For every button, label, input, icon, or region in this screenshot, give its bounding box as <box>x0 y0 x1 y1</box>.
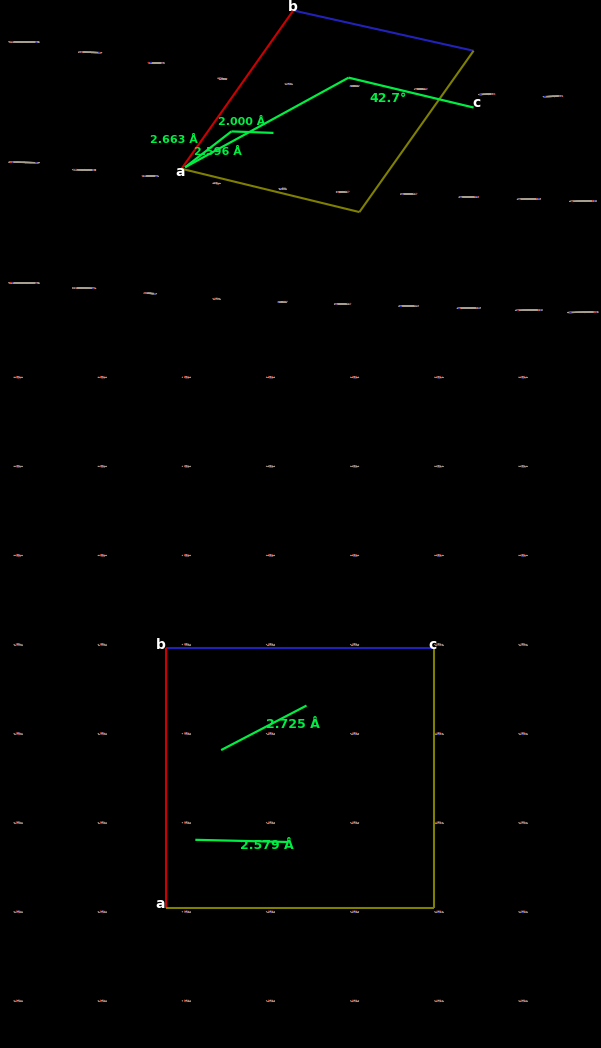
Text: 2.000 Å: 2.000 Å <box>218 116 265 127</box>
Text: 2.725 Å: 2.725 Å <box>266 719 320 732</box>
Text: 42.7°: 42.7° <box>369 92 406 105</box>
Text: b: b <box>288 0 297 14</box>
Text: c: c <box>429 637 437 652</box>
Text: 2.579 Å: 2.579 Å <box>240 839 294 852</box>
Text: b: b <box>156 637 165 652</box>
Text: 2.596 Å: 2.596 Å <box>194 147 242 157</box>
Text: c: c <box>472 96 481 110</box>
Text: a: a <box>175 165 185 179</box>
Text: a: a <box>156 897 165 912</box>
Text: 2.663 Å: 2.663 Å <box>150 135 198 146</box>
